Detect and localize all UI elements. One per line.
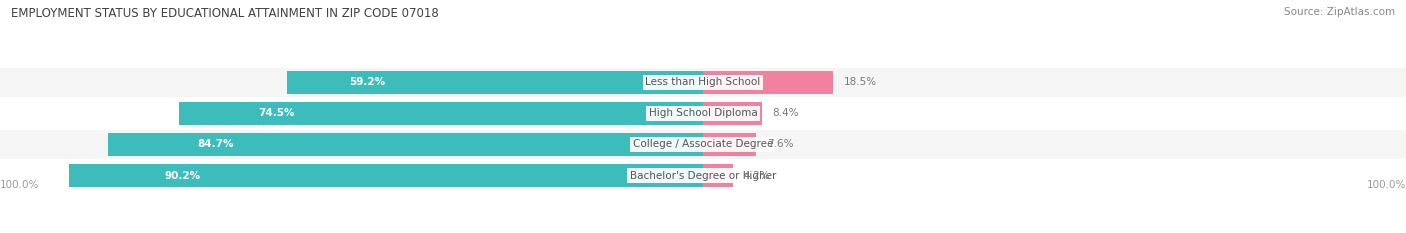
Bar bbox=[703, 164, 733, 187]
Text: Source: ZipAtlas.com: Source: ZipAtlas.com bbox=[1284, 7, 1395, 17]
Text: 84.7%: 84.7% bbox=[197, 140, 233, 149]
Bar bbox=[69, 164, 703, 187]
Text: 59.2%: 59.2% bbox=[349, 77, 385, 87]
Bar bbox=[0, 99, 1406, 128]
Text: 74.5%: 74.5% bbox=[257, 108, 294, 118]
Bar bbox=[703, 71, 832, 93]
Bar bbox=[0, 68, 1406, 97]
Text: High School Diploma: High School Diploma bbox=[648, 108, 758, 118]
Text: Less than High School: Less than High School bbox=[645, 77, 761, 87]
Bar bbox=[287, 71, 703, 93]
Bar bbox=[180, 102, 703, 125]
Text: 90.2%: 90.2% bbox=[165, 171, 200, 181]
Text: 4.2%: 4.2% bbox=[744, 171, 769, 181]
Text: 100.0%: 100.0% bbox=[0, 180, 39, 190]
Bar bbox=[703, 102, 762, 125]
Bar bbox=[107, 133, 703, 156]
Text: 100.0%: 100.0% bbox=[1367, 180, 1406, 190]
Bar bbox=[703, 133, 756, 156]
Bar bbox=[0, 161, 1406, 190]
Text: College / Associate Degree: College / Associate Degree bbox=[633, 140, 773, 149]
Text: EMPLOYMENT STATUS BY EDUCATIONAL ATTAINMENT IN ZIP CODE 07018: EMPLOYMENT STATUS BY EDUCATIONAL ATTAINM… bbox=[11, 7, 439, 20]
Text: 7.6%: 7.6% bbox=[768, 140, 793, 149]
Text: 18.5%: 18.5% bbox=[844, 77, 877, 87]
Text: Bachelor's Degree or higher: Bachelor's Degree or higher bbox=[630, 171, 776, 181]
Text: 8.4%: 8.4% bbox=[773, 108, 799, 118]
Bar bbox=[0, 130, 1406, 159]
